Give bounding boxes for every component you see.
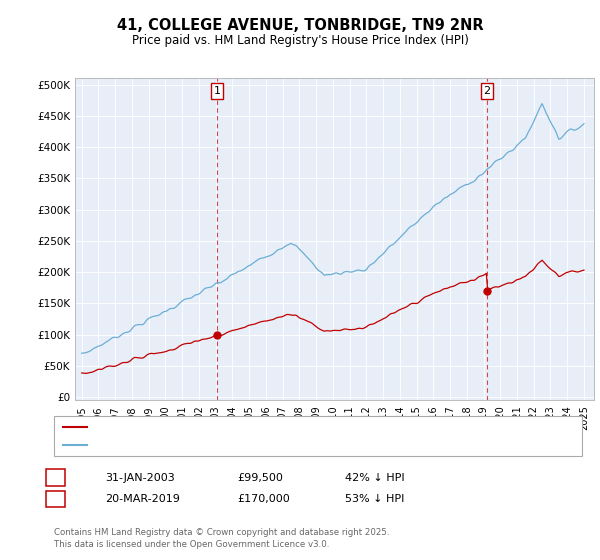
Text: 1: 1	[214, 86, 221, 96]
Text: 2: 2	[53, 492, 61, 506]
Text: Contains HM Land Registry data © Crown copyright and database right 2025.
This d: Contains HM Land Registry data © Crown c…	[54, 528, 389, 549]
Text: 41, COLLEGE AVENUE, TONBRIDGE, TN9 2NR: 41, COLLEGE AVENUE, TONBRIDGE, TN9 2NR	[116, 18, 484, 32]
Text: 42% ↓ HPI: 42% ↓ HPI	[345, 473, 404, 483]
Text: £99,500: £99,500	[237, 473, 283, 483]
Text: 2: 2	[484, 86, 491, 96]
Text: Price paid vs. HM Land Registry's House Price Index (HPI): Price paid vs. HM Land Registry's House …	[131, 34, 469, 47]
Text: £170,000: £170,000	[237, 494, 290, 504]
Text: 31-JAN-2003: 31-JAN-2003	[105, 473, 175, 483]
Text: 53% ↓ HPI: 53% ↓ HPI	[345, 494, 404, 504]
Text: 41, COLLEGE AVENUE, TONBRIDGE, TN9 2NR (semi-detached house): 41, COLLEGE AVENUE, TONBRIDGE, TN9 2NR (…	[93, 422, 436, 432]
Text: 20-MAR-2019: 20-MAR-2019	[105, 494, 180, 504]
Text: HPI: Average price, semi-detached house,  Tonbridge and Malling: HPI: Average price, semi-detached house,…	[93, 440, 418, 450]
Text: 1: 1	[53, 471, 61, 484]
